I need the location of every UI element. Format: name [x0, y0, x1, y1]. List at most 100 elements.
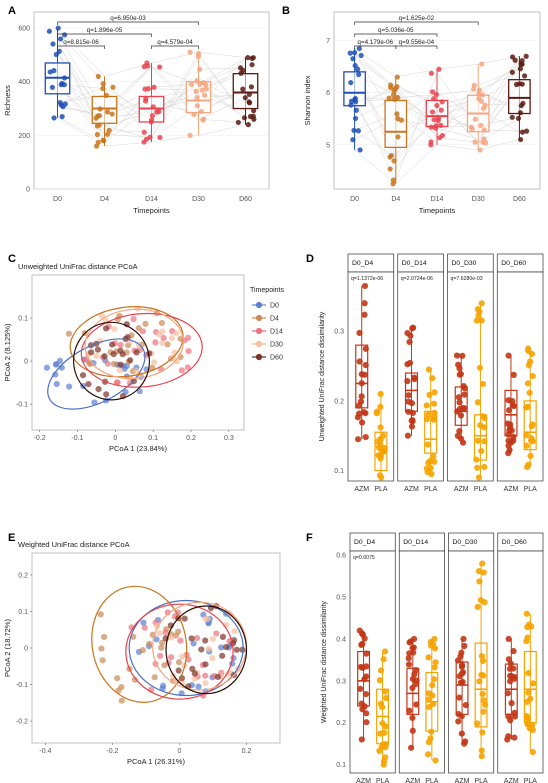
data-point-PLA	[376, 747, 383, 755]
data-point-D14	[157, 64, 163, 70]
data-point-D60	[202, 661, 209, 668]
data-point-AZM	[358, 419, 366, 426]
data-point-D14	[436, 66, 442, 72]
data-point-D0	[55, 25, 61, 31]
data-point-PLA	[478, 671, 485, 678]
data-point-AZM	[504, 420, 511, 427]
legend-label-D60: D60	[270, 355, 283, 362]
data-point-D14	[193, 634, 201, 642]
data-point-PLA	[523, 638, 530, 645]
data-point-PLA	[431, 389, 438, 396]
data-point-D30	[168, 634, 175, 641]
data-point-D14	[428, 124, 434, 130]
data-point-PLA	[432, 659, 439, 666]
x-tick-label: PLA	[524, 778, 538, 783]
data-point-D4	[390, 92, 397, 98]
data-point-D14	[428, 139, 434, 145]
data-point-AZM	[508, 427, 515, 434]
legend-key-D30	[255, 340, 263, 348]
data-point-D60	[219, 652, 226, 659]
data-point-AZM	[409, 325, 416, 332]
data-point-D60	[523, 53, 529, 59]
data-point-PLA	[425, 366, 433, 373]
data-point-D30	[111, 325, 118, 333]
data-point-D0	[351, 50, 358, 56]
ellipse-D4	[91, 585, 188, 703]
data-point-D60	[202, 637, 209, 644]
data-point-PLA	[525, 689, 532, 696]
data-point-D60	[251, 108, 257, 114]
data-point-D60	[85, 380, 92, 388]
facet-q-value: q=1.1372e-06	[351, 276, 383, 282]
data-point-AZM	[357, 398, 365, 405]
data-point-D30	[231, 627, 238, 635]
x-tick-label: -0.1	[71, 435, 83, 442]
data-point-D0	[121, 365, 128, 373]
data-point-D0	[62, 32, 68, 38]
data-point-D14	[435, 118, 441, 124]
data-point-AZM	[456, 694, 463, 701]
data-point-D14	[160, 334, 167, 342]
x-tick-label: 0.3	[224, 435, 234, 442]
data-point-PLA	[480, 569, 487, 576]
data-point-AZM	[511, 675, 518, 682]
data-point-AZM	[406, 359, 414, 367]
data-point-D60	[94, 346, 102, 353]
data-point-AZM	[461, 642, 468, 650]
data-point-PLA	[425, 703, 433, 711]
data-point-D14	[433, 91, 439, 98]
data-point-D14	[185, 347, 192, 355]
data-point-AZM	[462, 738, 469, 745]
data-point-D60	[88, 349, 95, 356]
data-point-D60	[79, 372, 87, 379]
data-point-D4	[104, 131, 111, 137]
data-point-D60	[101, 353, 108, 360]
data-point-D4	[391, 96, 397, 102]
data-point-PLA	[382, 723, 389, 730]
data-point-D0	[66, 383, 73, 390]
data-point-AZM	[359, 630, 366, 637]
data-point-AZM	[510, 402, 517, 410]
data-point-D60	[241, 115, 248, 121]
data-point-PLA	[423, 465, 430, 472]
data-point-D0	[51, 115, 57, 121]
comparison-bracket	[57, 45, 105, 49]
data-point-PLA	[477, 422, 484, 429]
data-point-D4	[118, 683, 125, 691]
data-point-AZM	[362, 434, 369, 441]
data-point-D30	[156, 630, 163, 637]
data-point-D30	[197, 81, 203, 87]
data-point-D4	[114, 675, 121, 682]
data-point-D60	[102, 325, 110, 332]
data-point-AZM	[361, 635, 368, 642]
data-point-D4	[98, 645, 105, 652]
data-point-D14	[156, 652, 164, 660]
data-point-D0	[91, 399, 98, 406]
data-point-D14	[168, 654, 175, 661]
y-tick-label: 0.2	[18, 572, 28, 579]
data-point-D60	[518, 103, 524, 109]
y-tick-label: 0.2	[336, 720, 346, 727]
data-point-AZM	[460, 404, 467, 412]
data-point-D14	[113, 379, 120, 386]
data-point-AZM	[457, 653, 464, 660]
data-point-D14	[148, 119, 154, 125]
data-point-PLA	[529, 438, 536, 445]
data-point-AZM	[459, 352, 466, 359]
data-point-PLA	[478, 300, 485, 307]
data-point-D0	[350, 137, 356, 143]
data-point-AZM	[505, 656, 512, 663]
data-point-D0	[59, 114, 65, 120]
data-point-D4	[100, 81, 106, 87]
facet-title: D0_D60	[501, 260, 526, 267]
data-point-PLA	[423, 416, 431, 423]
data-point-PLA	[429, 682, 436, 689]
y-tick-label: 6	[326, 90, 330, 97]
data-point-D60	[133, 349, 140, 356]
data-point-D14	[150, 104, 156, 110]
x-tick-label: D60	[513, 196, 526, 203]
panel-f: 0.1 0.2 0.3 0.4 0.5 0.6 D0_D4 q=0.0075 AZM PLA D0_…	[321, 532, 544, 783]
x-tick-label: D14	[431, 196, 444, 203]
data-point-D60	[175, 667, 182, 674]
y-tick-label: 0	[24, 646, 28, 653]
